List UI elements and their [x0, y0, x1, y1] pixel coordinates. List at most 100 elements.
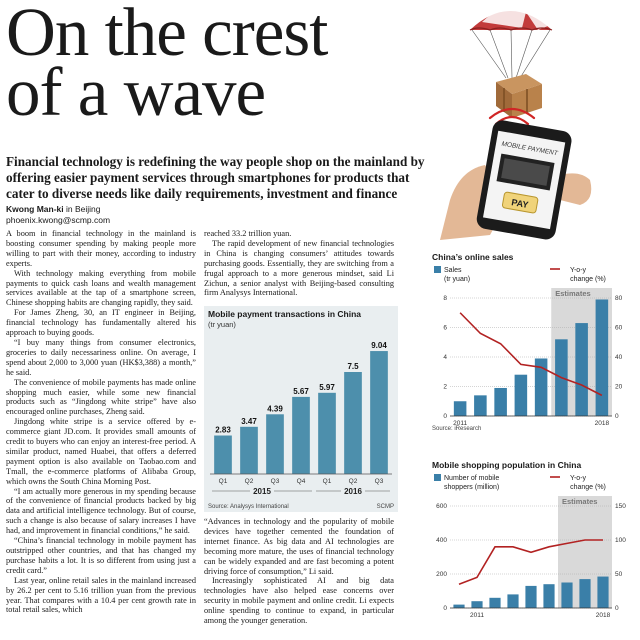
estimates-label: Estimates [555, 289, 590, 298]
bar [453, 604, 465, 608]
paragraph: Increasingly sophisticated AI and big da… [204, 576, 394, 626]
y-left-tick-label: 0 [443, 605, 447, 612]
paragraph: Jingdong white stripe is a service offer… [6, 417, 196, 486]
x-tick-label: Q1 [323, 478, 332, 485]
parachute-icon [469, 5, 553, 79]
paragraph: The convenience of mobile payments has m… [6, 377, 196, 417]
legend-label-line: Y-o-y [570, 267, 587, 274]
bar [489, 597, 501, 608]
group-label: 2016 [344, 487, 362, 496]
bar [525, 585, 537, 608]
article-column-1: A boom in financial technology in the ma… [6, 229, 196, 615]
x-tick-label: 2018 [596, 612, 611, 619]
bar [561, 582, 573, 608]
y-left-tick-label: 4 [443, 354, 447, 361]
y-left-tick-label: 0 [443, 413, 447, 420]
online-sales-chart: China’s online sales Estimates 8 6 4 2 0 80 60 4… [430, 250, 636, 440]
y-left-tick-label: 8 [443, 295, 447, 302]
bar [534, 358, 548, 416]
bar [514, 374, 528, 416]
y-left-tick-label: 200 [436, 571, 447, 578]
data-label: 7.5 [347, 362, 359, 371]
author-location: in Beijing [65, 204, 101, 214]
smartphone: MOBILE PAYMENT PAY [476, 120, 572, 240]
bar [597, 576, 609, 608]
x-tick-label: Q1 [219, 478, 228, 485]
bar [214, 435, 232, 474]
bar [474, 395, 487, 416]
x-tick-label: Q2 [349, 478, 358, 485]
group-label: 2015 [253, 487, 271, 496]
y-right-tick-label: 80 [615, 295, 623, 302]
y-right-tick-label: 20 [615, 384, 623, 391]
x-tick-label: Q3 [271, 478, 280, 485]
pay-button-label: PAY [511, 197, 529, 210]
y-left-tick-label: 400 [436, 537, 447, 544]
legend-label-bars: Sales [444, 267, 462, 274]
x-tick-label: 2018 [595, 420, 610, 427]
legend-label-bars: Number of mobile [444, 475, 499, 482]
headline: On the crest of a wave [6, 0, 426, 130]
line-series [458, 539, 603, 585]
paragraph: reached 33.2 trillion yuan. [204, 229, 292, 238]
y-right-tick-label: 0 [615, 605, 619, 612]
paragraph: “I am actually more generous in my spend… [6, 486, 196, 536]
x-tick-label: Q2 [245, 478, 254, 485]
mobile-payment-bars: 2.83 Q1 3.47 Q2 4.39 Q3 5.67 Q4 5.97 Q1 7.5 Q2 9.04 Q… [210, 341, 392, 496]
bar [453, 401, 467, 416]
y-right-tick-label: 0 [615, 413, 619, 420]
y-right-tick-label: 50 [615, 571, 623, 578]
bar [575, 323, 588, 416]
mobile-shoppers-plot: Estimates 600 400 200 0 150 100 50 0 2011 2018 Numb… [434, 474, 626, 619]
paragraph: “I buy many things from consumer electro… [6, 337, 196, 377]
chart-source: Source: Analysys International [208, 504, 289, 510]
paragraph: Last year, online retail sales in the ma… [6, 575, 196, 615]
paragraph: A boom in financial technology in the ma… [6, 229, 196, 268]
bar [370, 351, 388, 474]
chart-unit: (tr yuan) [208, 320, 236, 329]
bar [344, 372, 362, 474]
bar [579, 579, 591, 608]
bar [507, 594, 519, 608]
estimates-label: Estimates [562, 497, 597, 506]
author-email[interactable]: phoenix.kwong@scmp.com [6, 214, 111, 225]
x-tick-label: Q4 [297, 478, 306, 485]
y-right-tick-label: 100 [615, 537, 626, 544]
x-tick-label: Q3 [375, 478, 384, 485]
data-label: 9.04 [371, 341, 387, 350]
article-column-2-top: reached 33.2 trillion yuan. The rapid dev… [204, 229, 394, 298]
headline-line-1: On the crest [6, 0, 328, 70]
mobile-shoppers-chart: Mobile shopping population in China Esti… [430, 458, 636, 638]
y-left-tick-label: 2 [443, 384, 447, 391]
chart-source: Source: iResearch [432, 426, 482, 432]
article-column-2-bottom: “Advances in technology and the populari… [204, 517, 394, 626]
paragraph: “China’s financial technology in mobile … [6, 536, 196, 575]
paragraph: For James Zheng, 30, an IT engineer in B… [6, 308, 196, 338]
paragraph: The rapid development of new financial t… [204, 238, 394, 298]
headline-line-2: of a wave [6, 54, 266, 130]
line-series [459, 312, 603, 397]
chart-title: Mobile payment transactions in China [208, 309, 362, 319]
legend-label-bars-unit: (tr yuan) [444, 276, 470, 283]
bar [595, 299, 609, 416]
chart-title: Mobile shopping population in China [432, 460, 582, 470]
standfirst: Financial technology is redefining the w… [6, 154, 425, 201]
y-right-tick-label: 60 [615, 325, 623, 332]
y-right-tick-label: 40 [615, 354, 623, 361]
paragraph: “Advances in technology and the populari… [204, 517, 394, 576]
chart-title: China’s online sales [432, 252, 514, 262]
x-tick-label: 2011 [453, 420, 467, 427]
legend-label-bars-unit: shoppers (million) [444, 484, 499, 491]
y-left-tick-label: 600 [436, 503, 447, 510]
legend-swatch-bars [434, 474, 441, 481]
x-tick-label: 2011 [470, 612, 484, 619]
author-name: Kwong Man-ki [6, 204, 64, 214]
bar [292, 396, 310, 474]
paragraph: With technology making everything from m… [6, 268, 196, 308]
chart-credit: SCMP [376, 504, 394, 510]
legend-swatch-bars [434, 266, 441, 273]
mobile-payment-illustration: MOBILE PAYMENT PAY [440, 5, 592, 240]
bar [266, 414, 284, 474]
legend-label-line: Y-o-y [570, 475, 587, 482]
